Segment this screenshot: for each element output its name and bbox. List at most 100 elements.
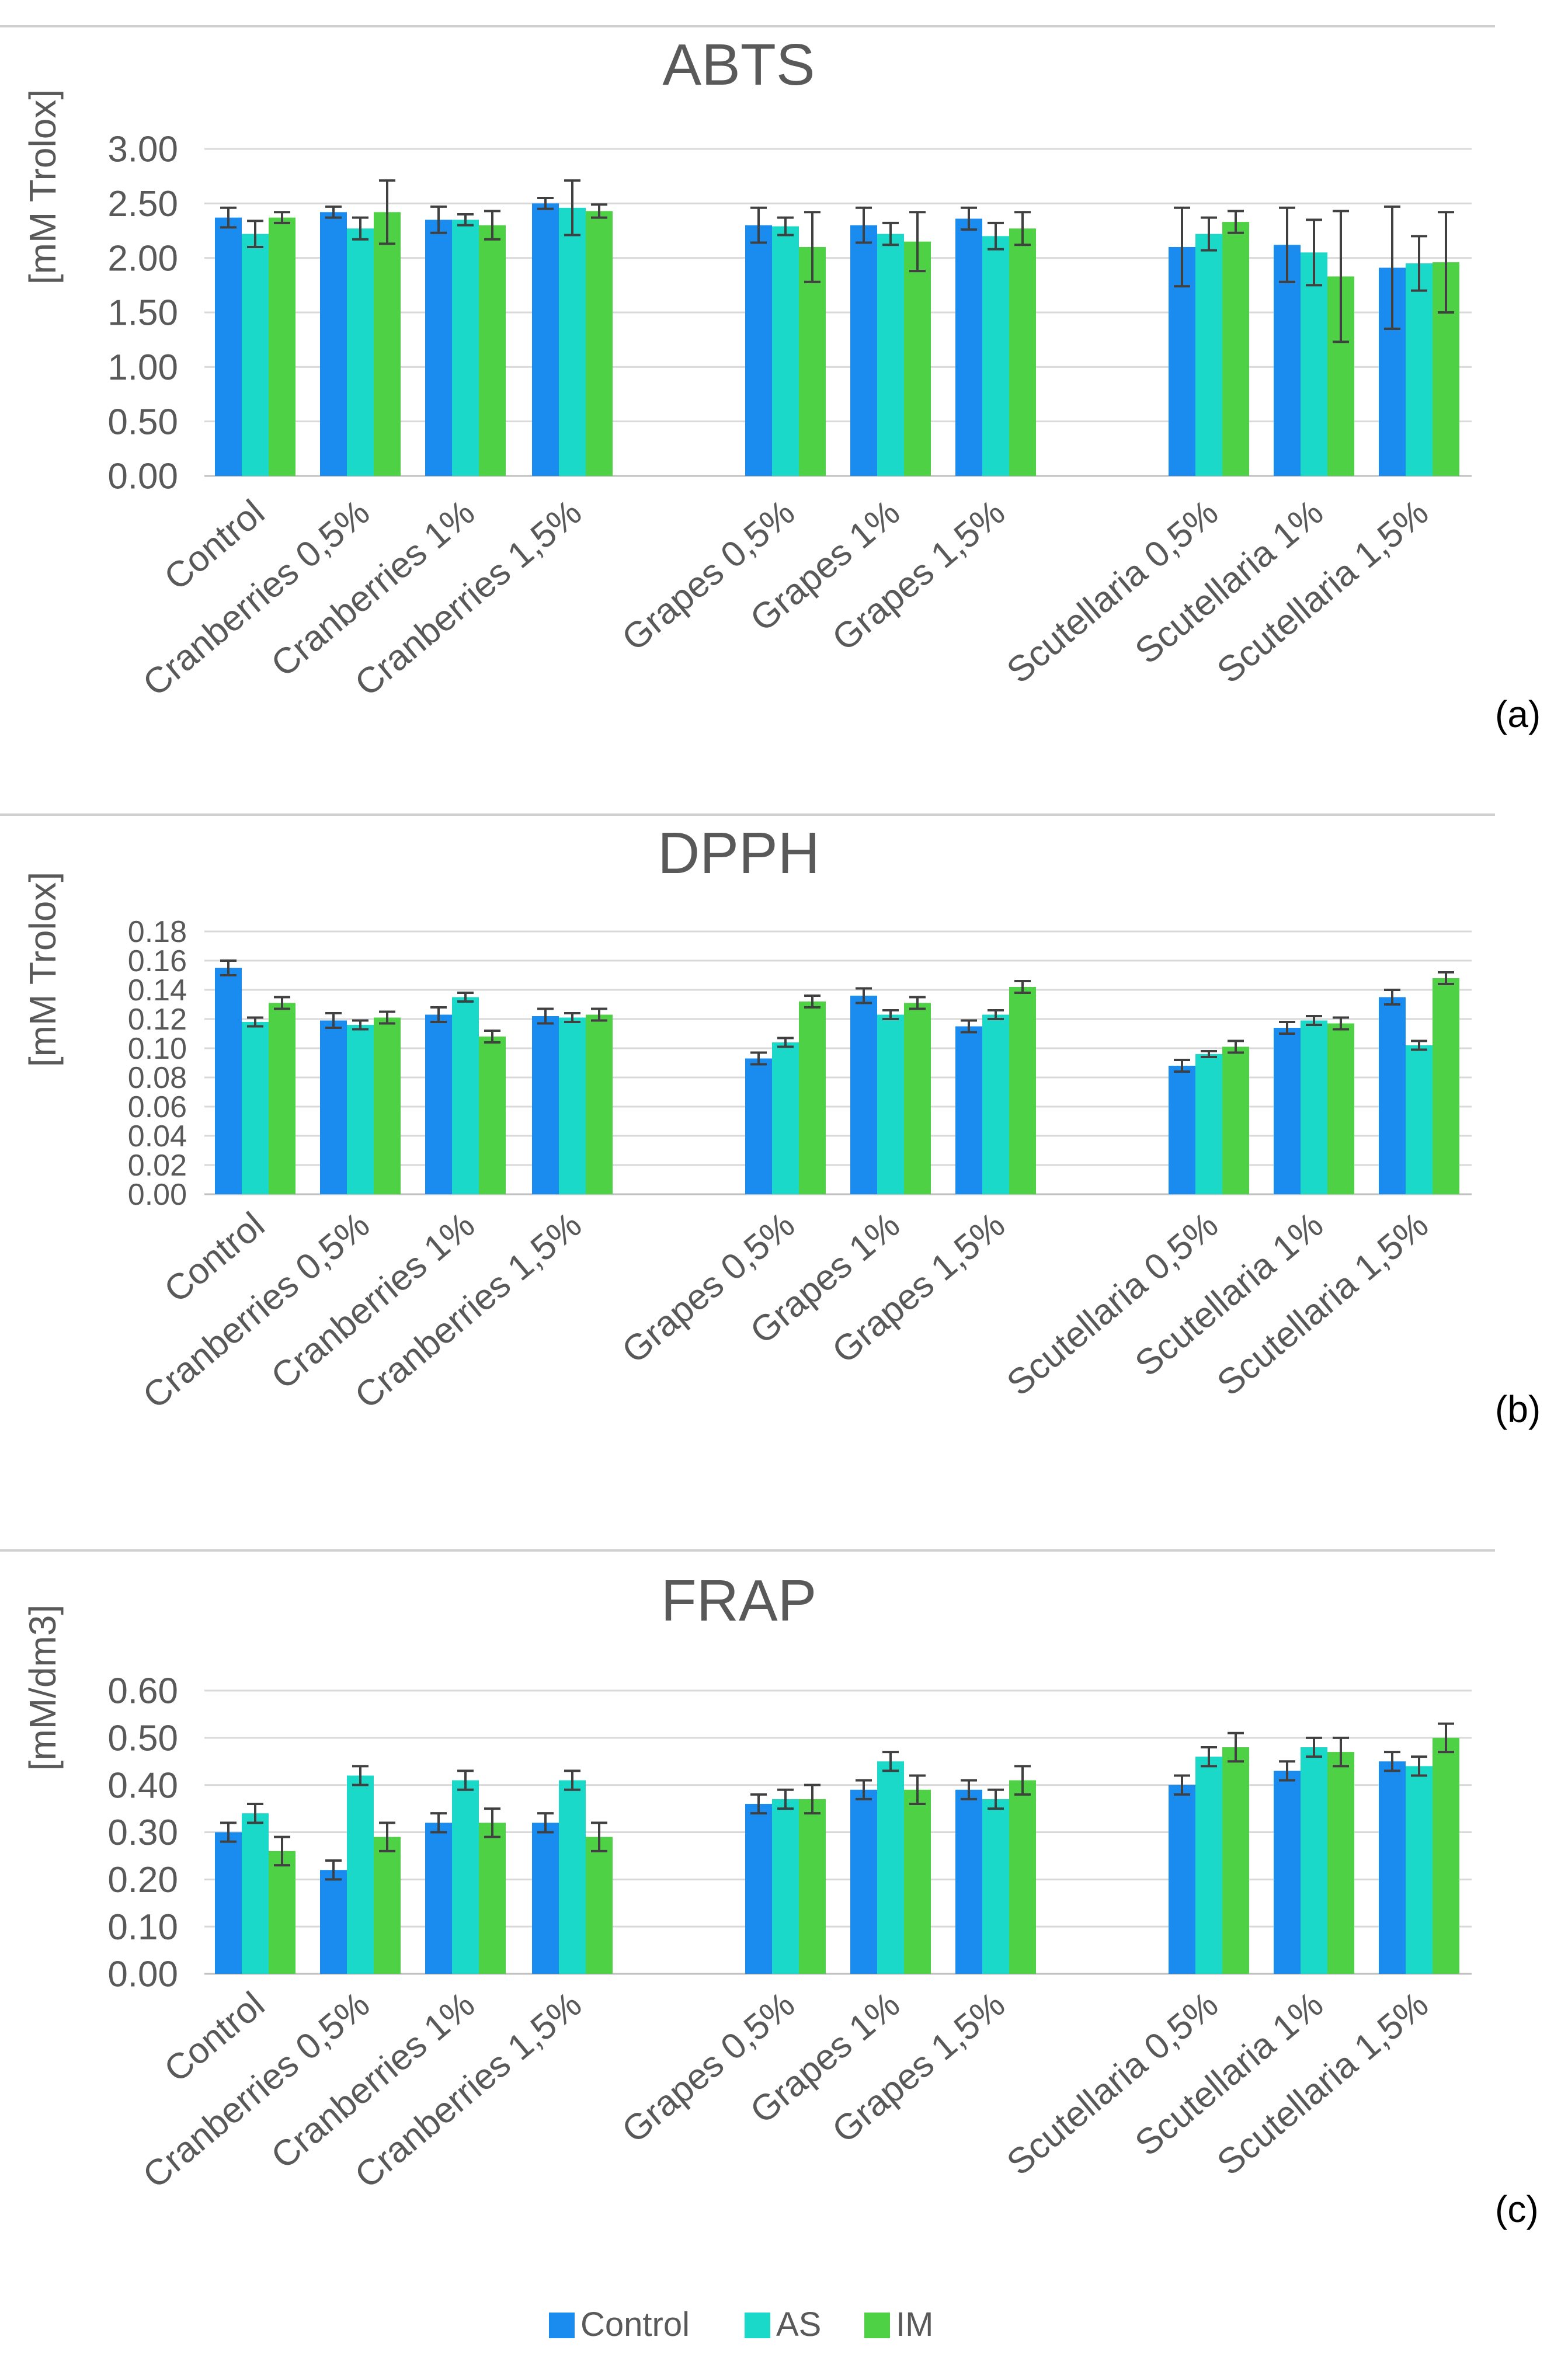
bar-im-scutellaria-1 xyxy=(1327,1752,1354,1974)
series-as xyxy=(242,179,1433,476)
charts-layer: ABTS [mM Trolox] 0.00 0.50 1.00 1.50 2.00 2.50 3… xyxy=(0,25,1541,2230)
error-bar xyxy=(804,211,820,283)
error-bar xyxy=(750,206,767,244)
error-bar xyxy=(430,1006,447,1023)
bar-im-cranberries-1-5 xyxy=(586,1014,613,1194)
error-bar xyxy=(1279,1760,1295,1782)
y-tick-label: 0.30 xyxy=(107,1813,178,1853)
y-tick-label: 0.00 xyxy=(107,1955,178,1995)
error-bar xyxy=(564,1769,580,1791)
bar-as-grapes-1-5 xyxy=(982,1014,1009,1194)
bar-im-scutellaria-1-5 xyxy=(1433,978,1459,1194)
error-bar xyxy=(430,205,447,234)
bar-as-scutellaria-1-5 xyxy=(1406,263,1433,476)
error-bar xyxy=(1411,235,1427,292)
error-bar xyxy=(352,1019,368,1031)
y-tick-label: 0.02 xyxy=(128,1149,187,1183)
series-control xyxy=(215,1751,1406,1974)
bar-im-grapes-1-5 xyxy=(1009,228,1036,476)
bar-control-grapes-1-5 xyxy=(955,218,982,476)
bar-control-grapes-1 xyxy=(850,225,877,476)
legend: Control AS IM xyxy=(549,2306,933,2343)
panel-label: (b) xyxy=(1495,1388,1541,1430)
error-bar xyxy=(1279,206,1295,283)
error-bar xyxy=(882,1751,899,1772)
error-bar xyxy=(1384,205,1400,330)
error-bar xyxy=(1201,216,1217,252)
error-bar xyxy=(1228,210,1244,234)
bar-im-scutellaria-0-5 xyxy=(1222,1747,1249,1974)
bar-as-scutellaria-1 xyxy=(1301,252,1327,476)
bar-control-cranberries-1-5 xyxy=(532,1823,559,1974)
bar-as-grapes-1 xyxy=(877,234,904,476)
error-bar xyxy=(1201,1050,1217,1058)
error-bar xyxy=(537,197,554,210)
chart-abts: ABTS [mM Trolox] 0.00 0.50 1.00 1.50 2.00 2.50 3… xyxy=(0,25,1541,735)
error-bar xyxy=(988,221,1004,251)
error-bar xyxy=(1333,210,1349,343)
error-bar xyxy=(220,1821,237,1843)
bar-control-control xyxy=(215,1832,242,1974)
error-bar xyxy=(1228,1731,1244,1763)
y-axis-label: [mM/dm3] xyxy=(22,1605,64,1771)
y-tick-label: 0.50 xyxy=(107,1719,178,1759)
series-control xyxy=(215,197,1406,476)
error-bar xyxy=(325,205,342,219)
chart-dpph: DPPH[mM Trolox]0.000.020.040.060.080.100… xyxy=(0,813,1541,1430)
error-bar xyxy=(1279,1021,1295,1035)
bar-as-scutellaria-1 xyxy=(1301,1020,1327,1194)
chart-title: FRAP xyxy=(661,1568,817,1633)
error-bar xyxy=(856,1779,872,1800)
error-bar xyxy=(1306,1736,1322,1758)
y-tick-label: 0.40 xyxy=(107,1765,178,1806)
y-axis-label: [mM Trolox] xyxy=(22,872,64,1067)
bar-control-cranberries-0-5 xyxy=(320,1020,347,1194)
error-bar xyxy=(804,1783,820,1815)
bar-as-grapes-1 xyxy=(877,1761,904,1974)
error-bar xyxy=(961,1779,977,1800)
error-bar xyxy=(1411,1039,1427,1051)
legend-label: AS xyxy=(776,2306,821,2343)
series-im xyxy=(269,179,1459,476)
bar-as-cranberries-1-5 xyxy=(559,1017,586,1194)
bar-im-cranberries-1 xyxy=(479,225,506,476)
bar-im-grapes-1-5 xyxy=(1009,1780,1036,1974)
bar-im-cranberries-0-5 xyxy=(374,1017,401,1194)
legend-label: IM xyxy=(896,2306,933,2343)
bar-as-cranberries-1-5 xyxy=(559,207,586,476)
error-bar xyxy=(274,1835,290,1867)
bar-control-grapes-1 xyxy=(850,996,877,1194)
y-tick-label: 1.50 xyxy=(107,293,178,333)
error-bar xyxy=(856,987,872,1004)
chart-title: ABTS xyxy=(662,32,815,98)
bar-control-scutellaria-1 xyxy=(1274,245,1301,476)
bar-control-cranberries-1 xyxy=(425,220,452,476)
bar-im-grapes-0-5 xyxy=(799,247,826,476)
error-bar xyxy=(882,221,899,246)
error-bar xyxy=(1438,211,1454,314)
error-bar xyxy=(909,1774,926,1805)
bar-as-grapes-0-5 xyxy=(772,1799,799,1974)
error-bar xyxy=(1411,1755,1427,1777)
error-bar xyxy=(882,1009,899,1020)
chart-title: DPPH xyxy=(658,820,820,886)
series-as xyxy=(242,992,1433,1194)
bar-control-cranberries-1-5 xyxy=(532,203,559,476)
error-bar xyxy=(750,1051,767,1066)
error-bar xyxy=(352,216,368,241)
bar-control-grapes-0-5 xyxy=(745,225,772,476)
y-tick-label: 0.04 xyxy=(128,1119,187,1153)
bar-as-scutellaria-0-5 xyxy=(1195,1757,1222,1974)
series-control xyxy=(215,959,1406,1194)
bar-im-scutellaria-0-5 xyxy=(1222,1046,1249,1194)
error-bar xyxy=(777,216,794,237)
error-bar xyxy=(457,1769,474,1791)
bar-control-scutellaria-1 xyxy=(1274,1028,1301,1194)
error-bar xyxy=(591,1821,607,1852)
bar-im-scutellaria-1 xyxy=(1327,1023,1354,1194)
bar-control-scutellaria-0-5 xyxy=(1169,1785,1195,1974)
error-bar xyxy=(379,1010,395,1025)
legend-item-as: AS xyxy=(745,2306,821,2343)
error-bar xyxy=(1333,1736,1349,1768)
bar-im-cranberries-1 xyxy=(479,1823,506,1974)
